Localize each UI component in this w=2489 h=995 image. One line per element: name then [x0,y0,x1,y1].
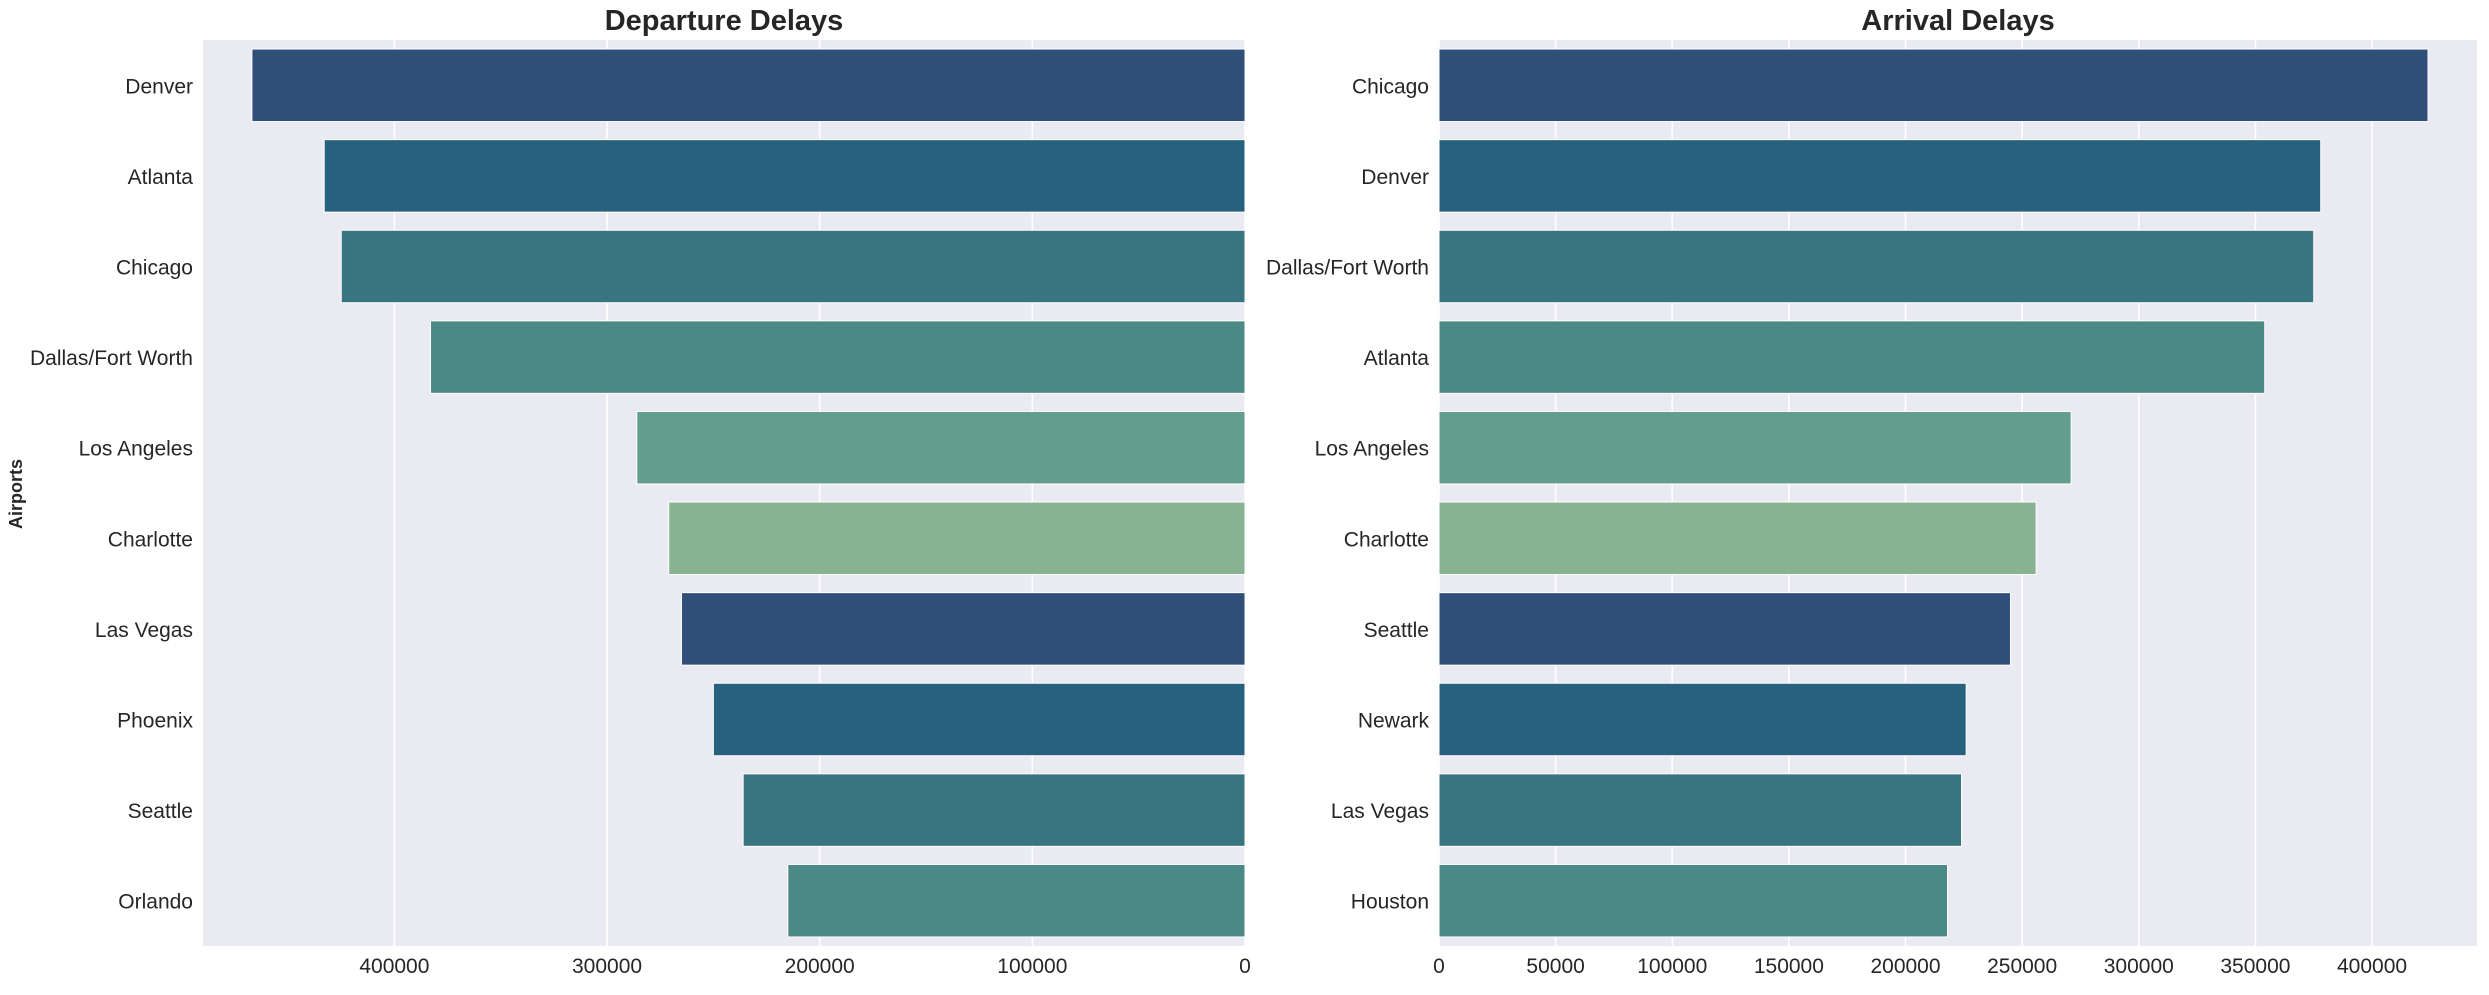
y-tick-label: Charlotte [1344,528,1429,551]
y-tick-label: Houston [1351,891,1429,914]
x-tick-label: 400000 [359,955,429,978]
y-tick-label: Newark [1358,710,1430,733]
bar [1438,773,1962,847]
bar [668,501,1246,576]
y-tick-label: Los Angeles [1315,438,1429,461]
y-tick-label: Charlotte [108,528,193,551]
bar [430,320,1246,394]
bar [323,139,1246,213]
y-tick-label: Dallas/Fort Worth [1266,257,1429,280]
chart-title: Departure Delays [605,5,844,37]
bar [636,410,1246,485]
y-tick-label: Atlanta [128,166,194,189]
bar [712,682,1246,757]
y-tick-label: Atlanta [1364,347,1430,370]
bar [1438,139,2322,213]
y-tick-label: Dallas/Fort Worth [30,347,193,370]
x-tick-label: 400000 [2337,955,2407,978]
bar [251,48,1246,123]
bar [1438,410,2072,485]
bar [1438,592,2011,666]
y-tick-label: Phoenix [117,710,193,733]
x-tick-label: 100000 [997,955,1067,978]
x-tick-label: 0 [1239,955,1251,978]
y-tick-label: Las Vegas [95,619,193,642]
chart-panel-1: Departure Delays Denver Atlanta Chicago Dall… [30,5,1251,978]
x-tick-label: 200000 [1870,955,1940,978]
chart-title: Arrival Delays [1861,5,2054,37]
bar [1438,501,2037,576]
bar [340,229,1246,304]
bar [1438,320,2266,394]
y-tick-label: Seattle [128,800,193,823]
x-tick-label: 300000 [2104,955,2174,978]
y-tick-label: Los Angeles [79,438,193,461]
x-tick-label: 0 [1433,955,1445,978]
chart-panel-2: Arrival Delays Chicago Denver Dallas/Fort W… [1266,5,2477,978]
x-tick-label: 50000 [1526,955,1584,978]
y-tick-label: Denver [1361,166,1429,189]
y-tick-label: Chicago [116,257,193,280]
x-tick-label: 150000 [1754,955,1824,978]
y-axis-label: Airports [6,459,26,529]
bar [1438,682,1967,757]
bar [742,773,1246,847]
y-tick-label: Orlando [118,891,193,914]
y-tick-label: Seattle [1364,619,1429,642]
bar [787,863,1246,938]
x-tick-label: 300000 [572,955,642,978]
x-tick-label: 100000 [1637,955,1707,978]
x-tick-label: 200000 [785,955,855,978]
y-tick-label: Chicago [1352,75,1429,98]
x-tick-label: 250000 [1987,955,2057,978]
bar [1438,863,1949,938]
bar [1438,229,2315,304]
bar [1438,48,2429,123]
x-tick-label: 350000 [2220,955,2290,978]
y-tick-label: Las Vegas [1331,800,1429,823]
bar [680,592,1246,666]
y-tick-label: Denver [125,75,193,98]
